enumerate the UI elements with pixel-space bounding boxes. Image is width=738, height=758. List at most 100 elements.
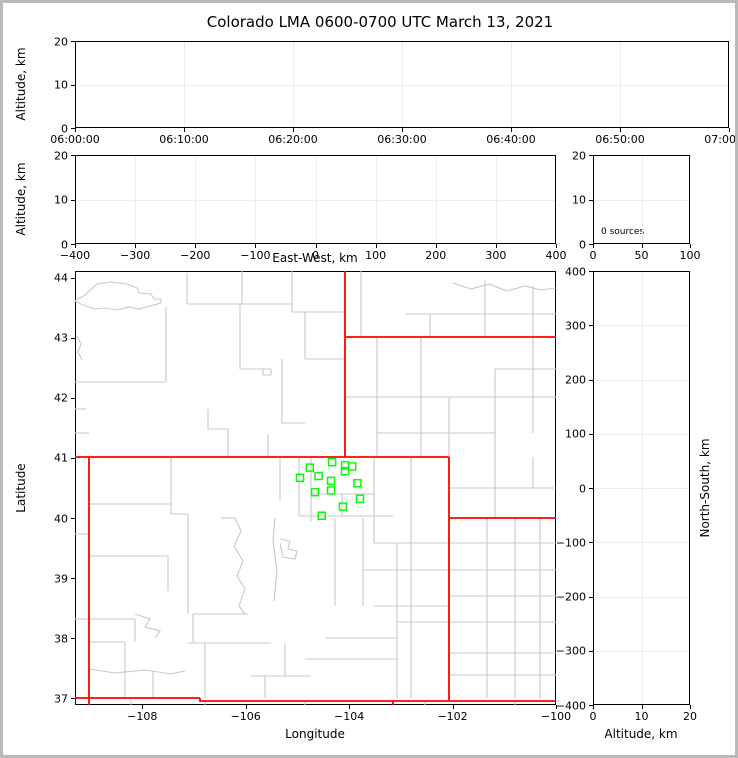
- x-tick-mark: [75, 128, 76, 132]
- y-tick-mark: [71, 397, 75, 399]
- x-tick-label: 10: [634, 710, 649, 723]
- x-tick-label: −300: [120, 249, 151, 262]
- lma-station-marker: [353, 478, 362, 488]
- state-boundary: [199, 698, 556, 702]
- x-tick-mark: [435, 244, 437, 248]
- x-tick-mark: [452, 705, 454, 709]
- x-tick-label: −102: [437, 710, 468, 723]
- county-boundary: [207, 409, 229, 457]
- y-tick-mark: [71, 244, 75, 245]
- county-boundary: [134, 613, 161, 639]
- x-tick-mark: [255, 244, 257, 248]
- y-tick-mark: [71, 84, 75, 86]
- lma-station-marker: [310, 487, 320, 497]
- y-tick-label: 43: [54, 331, 68, 345]
- x-tick-mark: [142, 705, 144, 709]
- x-tick-label: 06:40:00: [486, 133, 536, 146]
- lma-station-marker: [305, 463, 315, 472]
- axis-label-longitude: Longitude: [285, 727, 345, 741]
- lma-station-marker: [347, 462, 357, 471]
- y-tick-label: 0: [579, 482, 586, 495]
- axis-label-altitude-top: Altitude, km: [14, 47, 28, 121]
- y-tick-mark: [71, 698, 75, 700]
- gridline-horizontal: [594, 379, 689, 381]
- x-tick-mark: [556, 705, 557, 709]
- source-count-annotation: 0 sources: [601, 227, 645, 237]
- y-tick-mark: [71, 638, 75, 640]
- x-tick-label: −400: [59, 249, 91, 262]
- x-tick-mark: [293, 128, 294, 132]
- x-tick-mark: [556, 244, 557, 248]
- x-tick-label: −200: [180, 249, 211, 262]
- lma-station-marker: [327, 457, 337, 467]
- axis-label-altitude-mid: Altitude, km: [14, 162, 28, 236]
- x-tick-label: 0: [589, 249, 597, 262]
- gridline-horizontal: [76, 84, 728, 86]
- y-tick-label: 10: [572, 193, 586, 207]
- x-tick-label: 100: [679, 249, 701, 262]
- x-tick-mark: [195, 244, 197, 248]
- y-tick-label: 100: [565, 427, 586, 441]
- county-boundary: [279, 538, 298, 560]
- county-boundary: [452, 282, 556, 292]
- county-boundary: [262, 369, 272, 376]
- gridline-horizontal: [594, 488, 689, 489]
- y-tick-mark: [589, 596, 593, 598]
- y-tick-label: 41: [54, 451, 68, 465]
- y-tick-label: 40: [54, 512, 68, 526]
- y-tick-mark: [589, 705, 593, 706]
- lma-station-marker: [355, 494, 365, 504]
- y-tick-label: 20: [54, 35, 68, 48]
- y-tick-mark: [71, 128, 75, 129]
- y-tick-mark: [589, 199, 593, 201]
- y-tick-label: −100: [555, 536, 586, 550]
- x-tick-mark: [135, 244, 137, 248]
- county-boundary: [88, 668, 186, 675]
- x-tick-label: 0: [312, 249, 319, 262]
- x-tick-mark: [375, 244, 377, 248]
- y-tick-mark: [71, 155, 75, 156]
- lma-station-marker: [314, 471, 323, 481]
- x-tick-mark: [593, 244, 594, 248]
- y-tick-label: 400: [565, 265, 586, 278]
- y-tick-label: 39: [54, 572, 68, 586]
- y-tick-label: −400: [555, 699, 586, 712]
- y-tick-mark: [589, 325, 593, 327]
- x-tick-mark: [641, 244, 643, 248]
- gridline-horizontal: [594, 542, 689, 544]
- county-boundary: [233, 517, 246, 615]
- x-tick-label: 07:00:00: [704, 133, 738, 146]
- y-tick-label: −200: [555, 590, 586, 604]
- gridline-horizontal: [594, 650, 689, 652]
- y-tick-mark: [589, 542, 593, 544]
- x-tick-label: 300: [485, 249, 507, 262]
- axis-label-northsouth: North-South, km: [698, 438, 712, 538]
- x-tick-label: −106: [230, 710, 261, 723]
- y-tick-label: 0: [579, 238, 586, 251]
- y-tick-label: 300: [565, 319, 586, 333]
- y-tick-mark: [71, 578, 75, 580]
- y-tick-mark: [71, 457, 75, 459]
- y-tick-label: 20: [572, 149, 586, 162]
- y-tick-mark: [589, 488, 593, 489]
- x-tick-label: 20: [683, 710, 697, 723]
- y-tick-label: 44: [54, 271, 68, 285]
- y-tick-label: −300: [555, 644, 586, 658]
- county-boundary: [76, 335, 83, 361]
- gridline-horizontal: [594, 596, 689, 598]
- axis-label-latitude: Latitude: [14, 463, 28, 513]
- x-tick-mark: [349, 705, 351, 709]
- y-tick-mark: [589, 155, 593, 156]
- y-tick-mark: [589, 379, 593, 381]
- gridline-horizontal: [594, 433, 689, 435]
- x-tick-label: 06:10:00: [159, 133, 209, 146]
- x-tick-mark: [620, 128, 621, 132]
- x-tick-mark: [641, 705, 643, 709]
- y-tick-mark: [589, 650, 593, 652]
- x-tick-label: 200: [425, 249, 447, 262]
- y-tick-label: 37: [54, 692, 68, 706]
- x-tick-mark: [184, 128, 185, 132]
- y-tick-mark: [71, 199, 75, 201]
- x-tick-mark: [402, 128, 403, 132]
